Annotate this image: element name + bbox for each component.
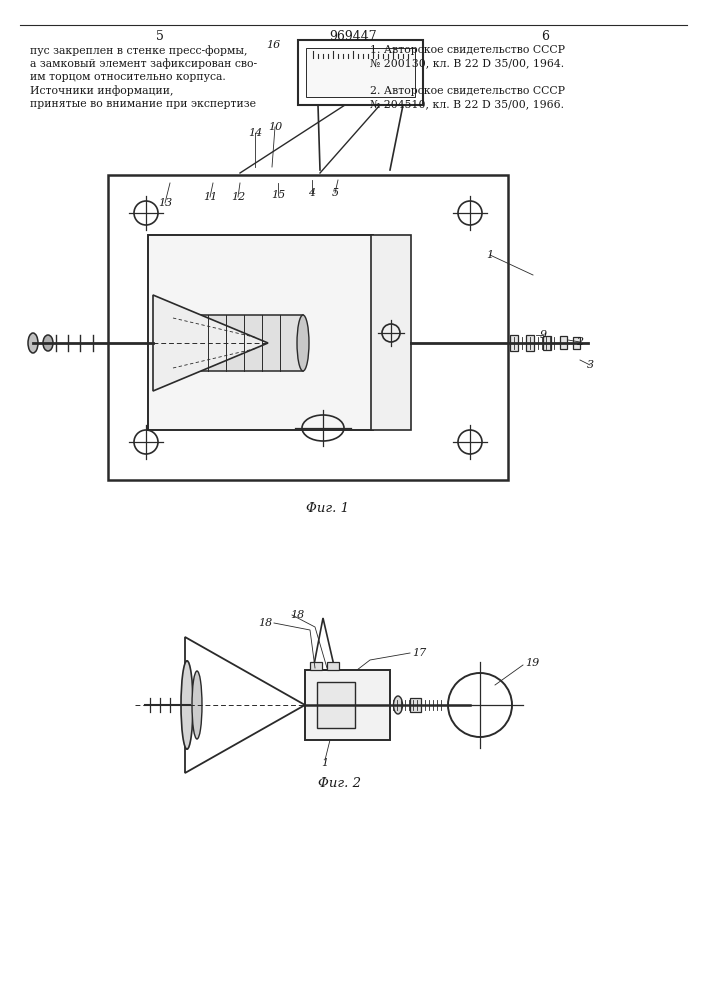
- Ellipse shape: [28, 333, 38, 353]
- Text: Φиг. 2: Φиг. 2: [318, 777, 361, 790]
- Text: 6: 6: [541, 30, 549, 43]
- Bar: [108, 175, 508, 480]
- Text: принятые во внимание при экспертизе: принятые во внимание при экспертизе: [30, 99, 256, 109]
- Text: 16: 16: [266, 40, 280, 50]
- Bar: [317, 682, 355, 728]
- Text: № 200130, кл. B 22 D 35/00, 1964.: № 200130, кл. B 22 D 35/00, 1964.: [370, 58, 564, 68]
- Bar: [573, 337, 580, 349]
- Text: им торцом относительно корпуса.: им торцом относительно корпуса.: [30, 72, 226, 82]
- Bar: [148, 235, 373, 430]
- Text: 5: 5: [156, 30, 164, 43]
- Text: 18: 18: [290, 610, 304, 620]
- Bar: [310, 662, 322, 670]
- Bar: [410, 698, 421, 712]
- Bar: [327, 662, 339, 670]
- Bar: [543, 336, 551, 350]
- Text: 4: 4: [308, 188, 315, 198]
- Bar: [306, 48, 415, 97]
- Ellipse shape: [297, 315, 309, 371]
- Polygon shape: [185, 637, 305, 773]
- Ellipse shape: [394, 696, 402, 714]
- Ellipse shape: [181, 661, 193, 749]
- Bar: [510, 335, 518, 351]
- Text: 2. Авторское свидетельство СССР: 2. Авторское свидетельство СССР: [370, 86, 565, 96]
- Text: 12: 12: [231, 192, 245, 202]
- Text: 17: 17: [412, 648, 426, 658]
- Bar: [305, 670, 390, 740]
- Text: 2: 2: [576, 337, 583, 347]
- Text: 15: 15: [271, 190, 285, 200]
- Text: 14: 14: [248, 128, 262, 138]
- Text: 5: 5: [332, 188, 339, 198]
- Text: 10: 10: [268, 122, 282, 132]
- Bar: [371, 235, 411, 430]
- Text: пус закреплен в стенке пресс-формы,: пус закреплен в стенке пресс-формы,: [30, 45, 247, 56]
- Text: № 204510, кл. B 22 D 35/00, 1966.: № 204510, кл. B 22 D 35/00, 1966.: [370, 99, 564, 109]
- Text: 11: 11: [203, 192, 217, 202]
- Bar: [298, 40, 423, 105]
- Text: 3: 3: [586, 360, 594, 370]
- Ellipse shape: [192, 671, 202, 739]
- Bar: [560, 336, 567, 349]
- Text: 9: 9: [539, 330, 547, 340]
- Bar: [526, 335, 534, 351]
- Text: 969447: 969447: [329, 30, 377, 43]
- Text: 18: 18: [258, 618, 272, 628]
- Text: 19: 19: [525, 658, 539, 668]
- Text: Φиг. 1: Φиг. 1: [307, 502, 349, 515]
- Ellipse shape: [187, 315, 199, 371]
- Text: 13: 13: [158, 198, 172, 208]
- Text: 1: 1: [322, 758, 329, 768]
- Ellipse shape: [43, 335, 53, 351]
- Polygon shape: [153, 295, 268, 391]
- Text: а замковый элемент зафиксирован сво-: а замковый элемент зафиксирован сво-: [30, 58, 257, 69]
- Bar: [193, 315, 303, 371]
- Text: 1: 1: [486, 250, 493, 260]
- Text: Источники информации,: Источники информации,: [30, 86, 173, 96]
- Text: 1. Авторское свидетельство СССР: 1. Авторское свидетельство СССР: [370, 45, 565, 55]
